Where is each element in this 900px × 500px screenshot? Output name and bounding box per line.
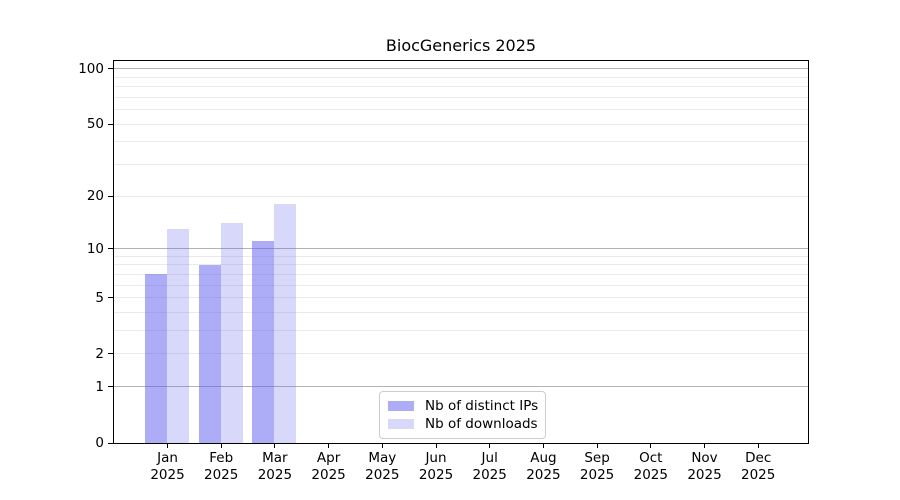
x-tick-jul [489,444,491,448]
x-tick-year-text: 2025 [579,467,615,483]
y-tick-5 [108,297,113,299]
y-tick-100 [108,68,113,70]
y-tick-0 [108,442,113,444]
y-tick-50 [108,123,113,125]
legend-row-ips: Nb of distinct IPs [388,397,538,415]
bar-ips-mar [252,241,275,443]
x-tick-year-text: 2025 [526,467,561,483]
gridline-y-30 [114,163,808,165]
gridline-y-9 [114,255,808,257]
x-tick-nov [704,444,705,448]
gridline-y-100 [114,68,808,70]
y-tick-1 [108,386,113,388]
y-tick-20 [108,195,113,197]
x-tick-month-text: Nov [691,450,718,466]
x-tick-jan [167,444,168,448]
legend-label-downloads: Nb of downloads [425,416,538,432]
y-tick-label-2: 2 [95,345,104,362]
y-tick-label-10: 10 [86,240,104,257]
x-tick-year-text: 2025 [687,467,722,483]
x-tick-month-text: May [368,450,397,466]
x-tick-year-text: 2025 [311,467,346,483]
x-tick-month-text: Jul [481,450,498,466]
x-tick-month-text: Apr [316,450,341,466]
x-tick-may [381,444,383,448]
bar-downloads-jan [167,228,189,443]
x-tick-label-nov: Nov 2025 [660,450,750,484]
y-tick-label-0: 0 [95,435,104,451]
x-tick-month-text: Dec [745,450,772,466]
gridline-y-90 [114,76,808,78]
gridline-y-60 [114,109,808,111]
bar-downloads-feb [220,223,243,443]
x-tick-label-apr: Apr 2025 [284,450,374,484]
x-tick-month-text: Oct [639,450,663,466]
x-tick-mar [274,444,276,448]
x-tick-apr [328,444,330,448]
x-tick-year-text: 2025 [204,467,239,483]
bar-ips-feb [198,264,221,443]
x-tick-month-text: Feb [209,450,234,466]
x-tick-jun [435,444,437,448]
x-tick-label-feb: Feb 2025 [176,450,266,484]
legend-label-ips: Nb of distinct IPs [425,398,539,414]
x-tick-feb [220,444,222,448]
gridline-y-20 [114,195,808,197]
x-tick-month-text: Aug [530,450,557,466]
bar-downloads-mar [274,204,297,443]
x-tick-label-sep: Sep 2025 [552,450,642,484]
x-tick-month-text: Jun [425,450,447,466]
y-tick-10 [108,248,113,249]
y-tick-label-50: 50 [86,116,104,133]
y-tick-label-5: 5 [95,289,104,306]
gridline-y-70 [114,96,808,98]
x-tick-label-aug: Aug 2025 [498,450,588,484]
x-tick-year-text: 2025 [365,467,400,483]
legend-swatch-ips-icon [388,401,414,411]
x-tick-label-dec: Dec 2025 [713,450,803,484]
x-tick-oct [650,444,652,448]
x-tick-label-jan: Jan 2025 [123,450,213,484]
x-tick-label-jul: Jul 2025 [445,450,535,484]
gridline-y-50 [114,123,808,125]
x-tick-month-text: Sep [584,450,610,466]
x-tick-label-oct: Oct 2025 [606,450,696,484]
y-tick-label-20: 20 [86,188,104,205]
chart-title: BiocGenerics 2025 [385,36,537,55]
x-tick-year-text: 2025 [472,467,507,483]
plot-area [113,60,809,444]
gridline-y-80 [114,86,808,88]
x-tick-label-mar: Mar 2025 [230,450,320,484]
x-tick-label-may: May 2025 [337,450,427,484]
legend-row-downloads: Nb of downloads [388,415,538,433]
y-tick-label-100: 100 [78,60,104,77]
y-tick-2 [108,353,113,355]
legend-swatch-downloads-icon [388,419,414,429]
gridline-y-10 [114,248,808,249]
x-tick-year-text: 2025 [150,467,185,483]
x-tick-year-text: 2025 [741,467,776,483]
x-tick-dec [757,444,759,448]
bar-ips-jan [145,274,167,443]
x-tick-month-text: Jan [157,450,178,466]
y-tick-label-1: 1 [95,378,104,395]
gridline-y-40 [114,141,808,143]
x-tick-label-jun: Jun 2025 [391,450,481,484]
x-tick-aug [542,444,544,448]
x-tick-year-text: 2025 [418,467,454,483]
x-tick-month-text: Mar [262,450,288,466]
x-tick-year-text: 2025 [257,467,293,483]
x-tick-year-text: 2025 [633,467,668,483]
x-tick-sep [596,444,598,448]
legend: Nb of distinct IPs Nb of downloads [379,391,547,439]
